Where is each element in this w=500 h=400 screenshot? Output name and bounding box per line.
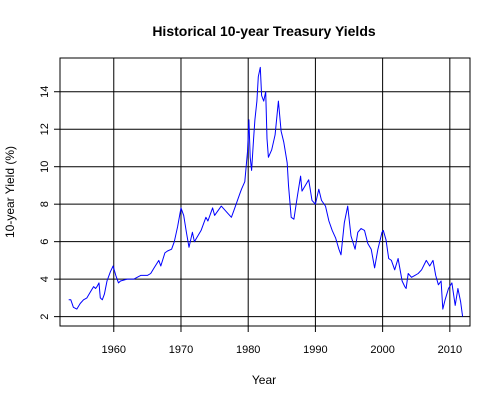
series-layer [68, 66, 464, 317]
grid-lines [60, 58, 470, 326]
y-tick-label: 2 [39, 314, 51, 320]
y-tick-label: 8 [39, 201, 51, 207]
x-tick-label: 1960 [102, 344, 126, 356]
x-tick-label: 1970 [169, 344, 193, 356]
x-axis: 1960 1970 1980 1990 2000 2010 [102, 326, 462, 356]
y-axis-label: 10-year Yield (%) [3, 146, 17, 238]
x-tick-label: 1990 [303, 344, 327, 356]
x-tick-label: 1980 [236, 344, 260, 356]
chart-title: Historical 10-year Treasury Yields [152, 23, 376, 39]
y-tick-label: 14 [39, 86, 51, 98]
x-axis-label: Year [252, 373, 276, 387]
y-tick-label: 10 [39, 161, 51, 173]
y-tick-label: 12 [39, 123, 51, 135]
y-axis: 2 4 6 8 10 12 14 [39, 86, 60, 320]
plot-frame [59, 57, 471, 327]
y-tick-label: 6 [39, 239, 51, 245]
x-tick-label: 2010 [438, 344, 462, 356]
y-tick-label: 4 [39, 276, 51, 282]
yield-series-line [68, 66, 464, 317]
x-tick-label: 2000 [370, 344, 394, 356]
